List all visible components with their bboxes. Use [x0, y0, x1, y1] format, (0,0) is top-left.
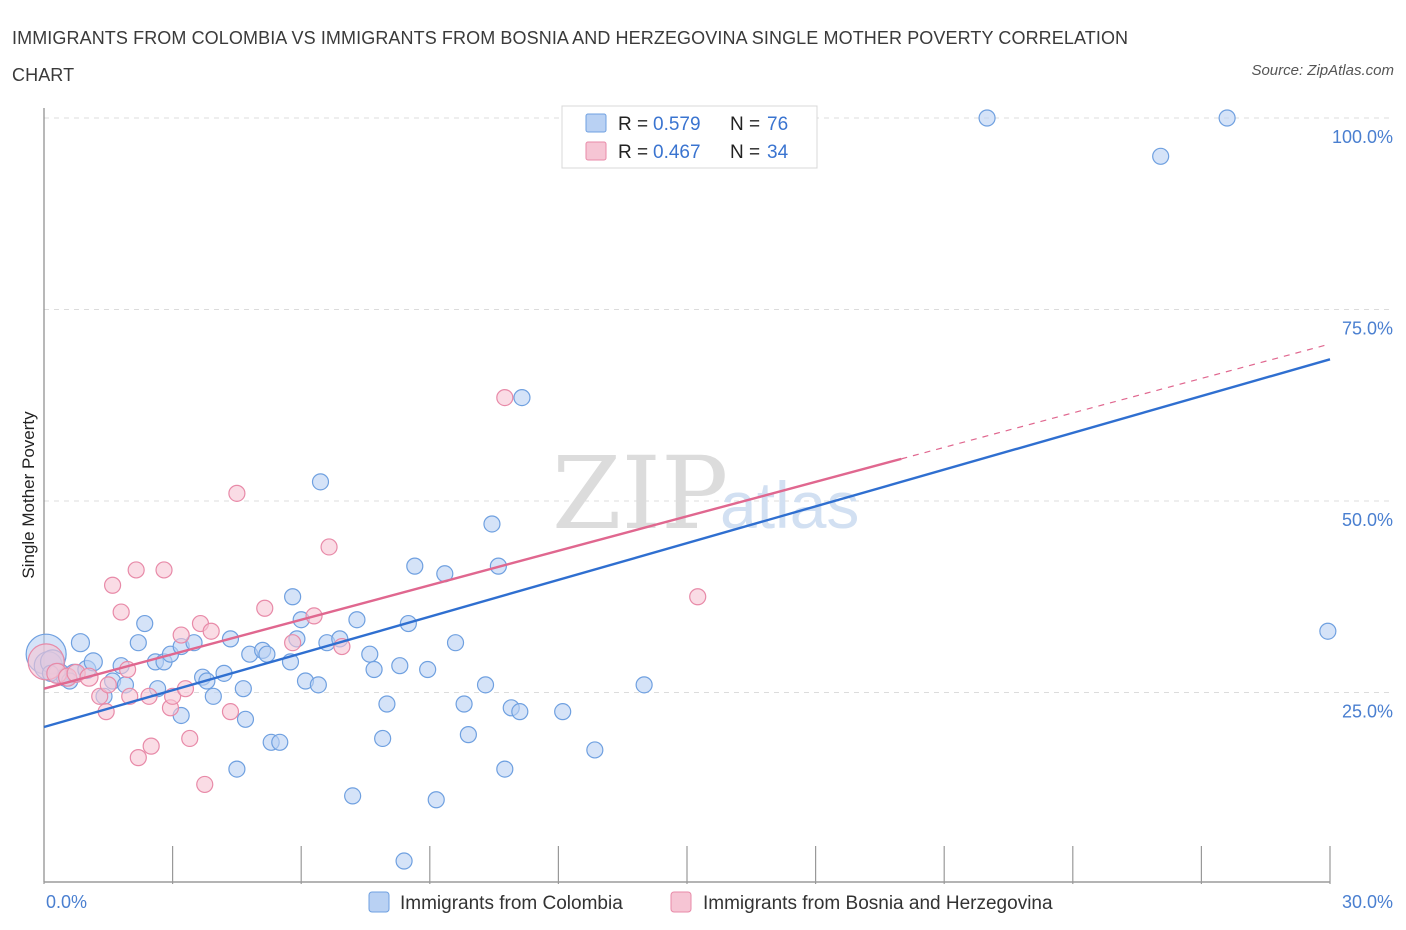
data-point [142, 737, 160, 755]
data-point [228, 484, 246, 502]
data-point [155, 561, 173, 579]
legend-r-value-bosnia: 0.467 [653, 142, 701, 163]
x-ticks [43, 846, 1331, 884]
data-point [284, 634, 302, 652]
data-point [202, 622, 220, 640]
y-tick-label: 50.0% [1342, 510, 1393, 530]
data-point [1319, 622, 1337, 640]
data-point [496, 388, 514, 407]
chart-title: IMMIGRANTS FROM COLOMBIA VS IMMIGRANTS F… [12, 28, 1129, 85]
data-point [635, 676, 653, 694]
data-point [112, 603, 130, 621]
data-point [455, 695, 473, 713]
bottom-legend-label-colombia: Immigrants from Colombia [400, 893, 623, 914]
y-tick-labels: 25.0% 50.0% 75.0% 100.0% [1332, 127, 1393, 722]
data-point [284, 588, 302, 606]
data-point [344, 787, 362, 805]
data-point [395, 852, 413, 870]
bottom-legend: Immigrants from Colombia Immigrants from… [368, 891, 1053, 914]
data-point [511, 703, 529, 721]
data-point [406, 557, 424, 575]
data-point [378, 695, 396, 713]
legend-n-label-bosnia: N = [730, 142, 760, 163]
legend-r-label-bosnia: R = [618, 142, 648, 163]
watermark-zip: ZIP [552, 435, 728, 552]
data-point [496, 760, 514, 778]
data-point [136, 614, 154, 633]
data-point [309, 676, 327, 694]
data-point [689, 588, 707, 606]
watermark: ZIP atlas [552, 435, 859, 552]
bottom-legend-swatch-colombia [368, 891, 390, 913]
trend-line-dashed [901, 343, 1331, 460]
data-point [978, 109, 996, 127]
data-point [391, 657, 409, 675]
bottom-legend-swatch-bosnia [670, 891, 692, 913]
data-point [258, 645, 276, 663]
bottom-legend-label-bosnia: Immigrants from Bosnia and Herzegovina [703, 893, 1053, 914]
data-point [91, 687, 109, 705]
data-point [446, 634, 465, 652]
data-point [365, 660, 383, 679]
data-point [99, 676, 117, 694]
data-point [586, 741, 604, 759]
data-point [129, 749, 147, 767]
data-point [234, 680, 252, 698]
watermark-atlas: atlas [720, 468, 859, 542]
data-point [419, 660, 437, 679]
legend-swatch-bosnia [585, 141, 607, 161]
data-point [196, 775, 214, 794]
y-tick-label: 25.0% [1342, 702, 1393, 722]
data-point [1152, 147, 1170, 165]
trend-line-solid [43, 457, 902, 690]
y-tick-label: 100.0% [1332, 127, 1393, 147]
data-point [103, 576, 122, 594]
data-point [513, 388, 531, 407]
data-point [459, 726, 477, 744]
data-point [129, 634, 147, 652]
legend-swatch-colombia [585, 113, 607, 133]
data-point [361, 645, 379, 663]
legend-n-label-colombia: N = [730, 114, 760, 135]
data-point [554, 703, 572, 721]
data-point [70, 633, 91, 653]
data-point [476, 676, 495, 694]
x-tick-label-max: 30.0% [1342, 892, 1393, 912]
data-point [483, 515, 501, 533]
stats-legend: R = 0.579 N = 76 R = 0.467 N = 34 [561, 105, 818, 169]
data-point [271, 733, 289, 751]
data-point [127, 561, 145, 579]
x-tick-label-min: 0.0% [46, 892, 87, 912]
data-point [320, 538, 338, 556]
data-point [236, 710, 255, 728]
y-axis-title: Single Mother Poverty [19, 411, 38, 579]
y-tick-label: 75.0% [1342, 319, 1393, 339]
series-colombia [25, 109, 1337, 870]
data-point [228, 760, 246, 778]
data-point [311, 473, 330, 491]
data-point [374, 729, 392, 748]
trend-line-solid [43, 358, 1331, 729]
source-label: Source: ZipAtlas.com [1251, 62, 1394, 79]
data-point [221, 703, 240, 721]
legend-n-value-colombia: 76 [767, 114, 788, 135]
legend-r-label-colombia: R = [618, 114, 648, 135]
grid [44, 117, 1392, 693]
data-point [427, 791, 445, 809]
data-point [348, 611, 366, 629]
trend-lines [43, 343, 1331, 729]
data-point [1218, 109, 1236, 127]
legend-r-value-colombia: 0.579 [653, 114, 701, 135]
data-point [172, 626, 190, 644]
data-point [256, 599, 274, 617]
data-point [204, 687, 222, 705]
data-point [181, 729, 199, 748]
legend-n-value-bosnia: 34 [767, 142, 789, 163]
